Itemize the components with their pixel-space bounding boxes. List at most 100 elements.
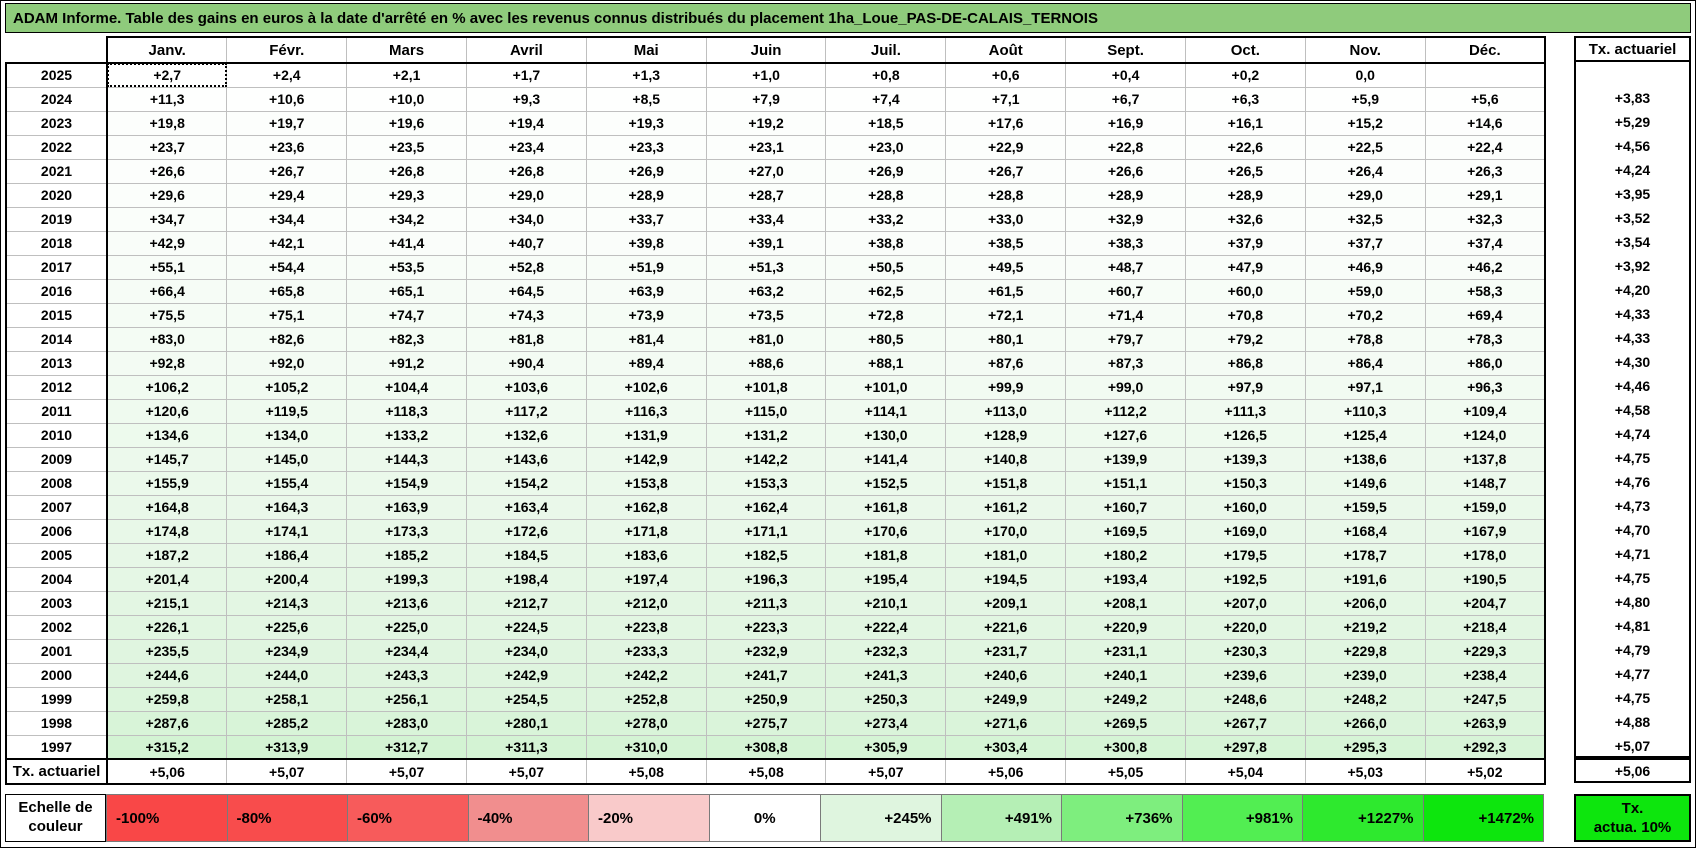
gain-cell[interactable]: +244,6 xyxy=(106,662,228,688)
gain-cell[interactable]: +99,9 xyxy=(945,374,1067,400)
gain-cell[interactable]: +0,8 xyxy=(825,62,947,88)
gain-cell[interactable]: +128,9 xyxy=(945,422,1067,448)
gain-cell[interactable]: +62,5 xyxy=(825,278,947,304)
gain-cell[interactable]: +7,4 xyxy=(825,86,947,112)
gain-cell[interactable]: 0,0 xyxy=(1304,62,1426,88)
gain-cell[interactable]: +17,6 xyxy=(945,110,1067,136)
gain-cell[interactable]: +86,4 xyxy=(1304,350,1426,376)
year-label[interactable]: 2019 xyxy=(5,206,108,232)
gain-cell[interactable]: +170,0 xyxy=(945,518,1067,544)
gain-cell[interactable]: +160,0 xyxy=(1184,494,1306,520)
gain-cell[interactable]: +232,3 xyxy=(825,638,947,664)
gain-cell[interactable]: +248,2 xyxy=(1304,686,1426,712)
gain-cell[interactable]: +204,7 xyxy=(1424,590,1546,616)
gain-cell[interactable]: +142,2 xyxy=(705,446,827,472)
gain-cell[interactable]: +180,2 xyxy=(1065,542,1186,568)
gain-cell[interactable]: +26,3 xyxy=(1424,158,1546,184)
gain-cell[interactable]: +80,1 xyxy=(945,326,1067,352)
year-label[interactable]: 2012 xyxy=(5,374,108,400)
gain-cell[interactable]: +39,8 xyxy=(585,230,707,256)
gain-cell[interactable]: +96,3 xyxy=(1424,374,1546,400)
year-label[interactable]: 1998 xyxy=(5,710,108,736)
tx-actuariel-cell[interactable]: +4,76 xyxy=(1614,474,1651,490)
gain-cell[interactable]: +79,2 xyxy=(1184,326,1306,352)
gain-cell[interactable]: +26,9 xyxy=(825,158,947,184)
legend-scale-cell[interactable]: +736% xyxy=(1062,794,1183,842)
gain-cell[interactable]: +28,9 xyxy=(585,182,707,208)
gain-cell[interactable]: +234,0 xyxy=(465,638,587,664)
year-label[interactable]: 2018 xyxy=(5,230,108,256)
gain-cell[interactable]: +131,2 xyxy=(705,422,827,448)
gain-cell[interactable]: +134,0 xyxy=(226,422,348,448)
gain-cell[interactable]: +16,1 xyxy=(1184,110,1306,136)
gain-cell[interactable]: +139,9 xyxy=(1065,446,1186,472)
legend-scale-cell[interactable]: 0% xyxy=(709,794,821,842)
month-header-4[interactable]: Avril xyxy=(465,36,587,64)
tx-actuariel-cell[interactable]: +4,71 xyxy=(1614,546,1651,562)
gain-cell[interactable]: +51,3 xyxy=(705,254,827,280)
gain-cell[interactable]: +1,7 xyxy=(465,62,587,88)
gain-cell[interactable]: +225,0 xyxy=(346,614,467,640)
gain-cell[interactable]: +66,4 xyxy=(106,278,228,304)
gain-cell[interactable]: +87,3 xyxy=(1065,350,1186,376)
monthly-tx-cell[interactable]: +5,07 xyxy=(226,758,348,785)
tx-actuariel-cell[interactable]: +4,88 xyxy=(1614,714,1651,730)
year-label[interactable]: 2006 xyxy=(5,518,108,544)
gain-cell[interactable]: +65,8 xyxy=(226,278,348,304)
gain-cell[interactable]: +52,8 xyxy=(465,254,587,280)
gain-cell[interactable]: +219,2 xyxy=(1304,614,1426,640)
tx-actuariel-cell[interactable]: +4,73 xyxy=(1614,498,1651,514)
gain-cell[interactable]: +179,5 xyxy=(1184,542,1306,568)
gain-cell[interactable]: +40,7 xyxy=(465,230,587,256)
gain-cell[interactable]: +60,0 xyxy=(1184,278,1306,304)
gain-cell[interactable]: +198,4 xyxy=(465,566,587,592)
gain-cell[interactable]: +74,7 xyxy=(346,302,467,328)
gain-cell[interactable]: +178,0 xyxy=(1424,542,1546,568)
gain-cell[interactable]: +29,1 xyxy=(1424,182,1546,208)
gain-cell[interactable]: +33,0 xyxy=(945,206,1067,232)
gain-cell[interactable]: +263,9 xyxy=(1424,710,1546,736)
gain-cell[interactable]: +1,0 xyxy=(705,62,827,88)
gain-cell[interactable]: +285,2 xyxy=(226,710,348,736)
legend-scale-cell[interactable]: -40% xyxy=(468,794,589,842)
legend-scale-cell[interactable]: -100% xyxy=(106,794,228,842)
gain-cell[interactable]: +86,0 xyxy=(1424,350,1546,376)
gain-cell[interactable]: +200,4 xyxy=(226,566,348,592)
gain-cell[interactable]: +118,3 xyxy=(346,398,467,424)
gain-cell[interactable]: +154,9 xyxy=(346,470,467,496)
gain-cell[interactable]: +92,8 xyxy=(106,350,228,376)
gain-cell[interactable]: +235,5 xyxy=(106,638,228,664)
gain-cell[interactable]: +80,5 xyxy=(825,326,947,352)
gain-cell[interactable]: +231,7 xyxy=(945,638,1067,664)
gain-cell[interactable]: +154,2 xyxy=(465,470,587,496)
gain-cell[interactable]: +29,6 xyxy=(106,182,228,208)
gain-cell[interactable]: +222,4 xyxy=(825,614,947,640)
gain-cell[interactable]: +145,0 xyxy=(226,446,348,472)
gain-cell[interactable]: +41,4 xyxy=(346,230,467,256)
gain-cell[interactable]: +215,1 xyxy=(106,590,228,616)
tx-actuariel-cell[interactable]: +4,77 xyxy=(1614,666,1651,682)
gain-cell[interactable]: +162,8 xyxy=(585,494,707,520)
gain-cell[interactable]: +212,0 xyxy=(585,590,707,616)
gain-cell[interactable]: +70,2 xyxy=(1304,302,1426,328)
gain-cell[interactable]: +8,5 xyxy=(585,86,707,112)
gain-cell[interactable]: +33,2 xyxy=(825,206,947,232)
gain-cell[interactable]: +231,1 xyxy=(1065,638,1186,664)
gain-cell[interactable]: +34,0 xyxy=(465,206,587,232)
gain-cell[interactable]: +120,6 xyxy=(106,398,228,424)
gain-cell[interactable]: +313,9 xyxy=(226,734,348,760)
gain-cell[interactable]: +169,5 xyxy=(1065,518,1186,544)
legend-scale-cell[interactable]: -80% xyxy=(227,794,348,842)
gain-cell[interactable]: +105,2 xyxy=(226,374,348,400)
gain-cell[interactable]: +26,8 xyxy=(465,158,587,184)
year-label[interactable]: 2009 xyxy=(5,446,108,472)
monthly-tx-cell[interactable]: +5,07 xyxy=(825,758,947,785)
gain-cell[interactable]: +22,8 xyxy=(1065,134,1186,160)
gain-cell[interactable]: +73,5 xyxy=(705,302,827,328)
gain-cell[interactable]: +155,4 xyxy=(226,470,348,496)
gain-cell[interactable]: +26,9 xyxy=(585,158,707,184)
gain-cell[interactable]: +88,1 xyxy=(825,350,947,376)
year-label[interactable]: 2015 xyxy=(5,302,108,328)
gain-cell[interactable]: +267,7 xyxy=(1184,710,1306,736)
gain-cell[interactable]: +311,3 xyxy=(465,734,587,760)
